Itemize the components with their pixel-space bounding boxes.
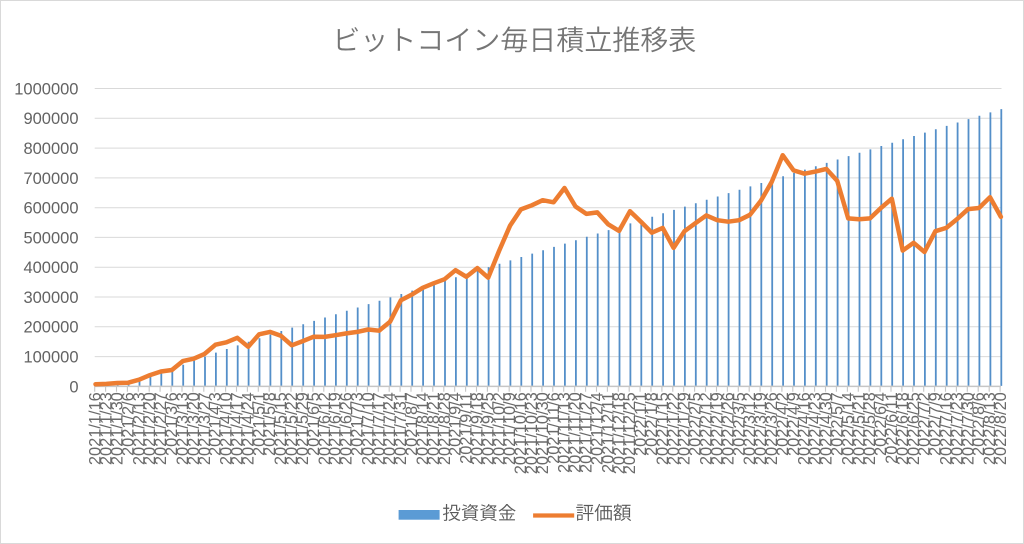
svg-text:400000: 400000 — [23, 259, 78, 277]
svg-text:2021/9/4: 2021/9/4 — [447, 392, 465, 456]
svg-text:200000: 200000 — [23, 319, 78, 337]
svg-text:2022/5/7: 2022/5/7 — [828, 392, 846, 456]
svg-text:2021/11/6: 2021/11/6 — [545, 392, 563, 464]
svg-text:2021/6/19: 2021/6/19 — [327, 392, 345, 465]
svg-text:2022/2/19: 2022/2/19 — [709, 392, 727, 465]
svg-text:2022/7/16: 2022/7/16 — [938, 392, 956, 465]
svg-text:1000000: 1000000 — [14, 80, 78, 98]
svg-text:2021/6/26: 2021/6/26 — [338, 392, 356, 465]
svg-text:2021/10/16: 2021/10/16 — [512, 392, 530, 474]
svg-text:2022/2/12: 2022/2/12 — [698, 392, 716, 465]
svg-text:2021/8/28: 2021/8/28 — [436, 392, 454, 465]
svg-text:2021/10/9: 2021/10/9 — [501, 392, 519, 465]
svg-text:2021/7/17: 2021/7/17 — [370, 392, 388, 465]
svg-text:300000: 300000 — [23, 289, 78, 307]
svg-text:700000: 700000 — [23, 170, 78, 188]
svg-text:0: 0 — [69, 378, 78, 396]
svg-text:2022/6/4: 2022/6/4 — [872, 392, 890, 456]
svg-text:2021/11/20: 2021/11/20 — [567, 392, 585, 473]
svg-text:2021/3/6: 2021/3/6 — [163, 392, 181, 456]
svg-text:2021/8/14: 2021/8/14 — [414, 392, 432, 465]
svg-text:600000: 600000 — [23, 200, 78, 218]
svg-text:2022/4/9: 2022/4/9 — [785, 392, 803, 456]
svg-text:2021/4/10: 2021/4/10 — [218, 392, 236, 465]
svg-text:2021/3/27: 2021/3/27 — [196, 392, 214, 465]
svg-text:2022/5/21: 2022/5/21 — [850, 392, 868, 465]
svg-text:2022/5/28: 2022/5/28 — [861, 392, 879, 465]
svg-text:2021/4/3: 2021/4/3 — [207, 392, 225, 456]
svg-text:2021/2/27: 2021/2/27 — [152, 392, 170, 465]
svg-text:2021/12/25: 2021/12/25 — [621, 392, 639, 474]
svg-text:2021/7/31: 2021/7/31 — [392, 392, 410, 465]
svg-text:2022/2/5: 2022/2/5 — [687, 392, 705, 456]
svg-text:2022/2/26: 2022/2/26 — [719, 392, 737, 465]
svg-text:2022/6/18: 2022/6/18 — [894, 392, 912, 465]
svg-text:2021/2/6: 2021/2/6 — [119, 392, 137, 456]
svg-text:2022/4/23: 2022/4/23 — [807, 392, 825, 465]
svg-text:2021/5/15: 2021/5/15 — [272, 392, 290, 465]
svg-text:2021/12/18: 2021/12/18 — [610, 392, 628, 474]
svg-text:2022/4/16: 2022/4/16 — [796, 392, 814, 465]
svg-text:2021/2/13: 2021/2/13 — [130, 392, 148, 465]
svg-text:2022/1/29: 2022/1/29 — [676, 392, 694, 465]
svg-text:900000: 900000 — [23, 110, 78, 128]
svg-text:2021/7/10: 2021/7/10 — [359, 392, 377, 465]
svg-text:2022/1/8: 2022/1/8 — [643, 392, 661, 456]
svg-text:2021/11/13: 2021/11/13 — [556, 392, 574, 473]
svg-text:2021/5/8: 2021/5/8 — [261, 392, 279, 456]
svg-text:2022/7/23: 2022/7/23 — [948, 392, 966, 465]
svg-text:500000: 500000 — [23, 229, 78, 247]
svg-text:2022/4/2: 2022/4/2 — [774, 392, 792, 456]
svg-text:2022/6/25: 2022/6/25 — [905, 392, 923, 465]
svg-text:2021/11/27: 2021/11/27 — [578, 392, 596, 473]
svg-text:2021/3/13: 2021/3/13 — [174, 392, 192, 465]
svg-text:2022/4/30: 2022/4/30 — [818, 392, 836, 465]
svg-text:2021/1/23: 2021/1/23 — [98, 392, 116, 465]
svg-text:2022/7/2: 2022/7/2 — [916, 392, 934, 456]
svg-text:2022/3/26: 2022/3/26 — [763, 392, 781, 465]
svg-text:2022/7/30: 2022/7/30 — [959, 392, 977, 465]
svg-text:2022/3/5: 2022/3/5 — [730, 392, 748, 456]
svg-text:2021/10/2: 2021/10/2 — [490, 392, 508, 465]
svg-text:2022/1/15: 2022/1/15 — [654, 392, 672, 465]
svg-text:2021/5/29: 2021/5/29 — [294, 392, 312, 465]
svg-text:2021/6/5: 2021/6/5 — [305, 392, 323, 456]
svg-text:2022/6/11: 2022/6/11 — [883, 392, 901, 464]
svg-text:2022/8/13: 2022/8/13 — [981, 392, 999, 465]
svg-text:2022/8/20: 2022/8/20 — [992, 392, 1010, 465]
svg-text:2021/6/12: 2021/6/12 — [316, 392, 334, 465]
svg-text:2021/9/11: 2021/9/11 — [458, 392, 476, 464]
svg-text:2021/7/24: 2021/7/24 — [381, 392, 399, 465]
svg-text:800000: 800000 — [23, 140, 78, 158]
svg-text:2021/3/20: 2021/3/20 — [185, 392, 203, 465]
svg-text:2022/7/9: 2022/7/9 — [927, 392, 945, 456]
svg-text:2021/9/25: 2021/9/25 — [479, 392, 497, 465]
svg-text:2021/12/11: 2021/12/11 — [599, 392, 617, 473]
svg-text:2021/7/3: 2021/7/3 — [349, 392, 367, 456]
svg-text:2021/8/21: 2021/8/21 — [425, 392, 443, 465]
svg-text:2021/5/1: 2021/5/1 — [250, 392, 268, 456]
svg-text:2022/1/1: 2022/1/1 — [632, 392, 650, 456]
svg-text:2022/1/22: 2022/1/22 — [665, 392, 683, 465]
svg-text:2022/3/12: 2022/3/12 — [741, 392, 759, 465]
svg-text:100000: 100000 — [23, 349, 78, 367]
svg-text:2021/1/30: 2021/1/30 — [109, 392, 127, 465]
svg-text:2021/9/18: 2021/9/18 — [469, 392, 487, 465]
svg-text:2021/4/24: 2021/4/24 — [239, 392, 257, 465]
svg-text:2021/12/4: 2021/12/4 — [589, 392, 607, 465]
svg-text:2021/1/16: 2021/1/16 — [87, 392, 105, 465]
svg-text:2022/3/19: 2022/3/19 — [752, 392, 770, 465]
svg-text:2021/10/30: 2021/10/30 — [534, 392, 552, 474]
svg-text:2021/8/7: 2021/8/7 — [403, 392, 421, 456]
svg-text:2021/5/22: 2021/5/22 — [283, 392, 301, 465]
svg-text:2021/10/23: 2021/10/23 — [523, 392, 541, 474]
svg-text:2022/8/6: 2022/8/6 — [970, 392, 988, 456]
svg-text:2021/4/17: 2021/4/17 — [229, 392, 247, 465]
svg-text:2021/2/20: 2021/2/20 — [141, 392, 159, 465]
svg-text:2022/5/14: 2022/5/14 — [839, 392, 857, 465]
